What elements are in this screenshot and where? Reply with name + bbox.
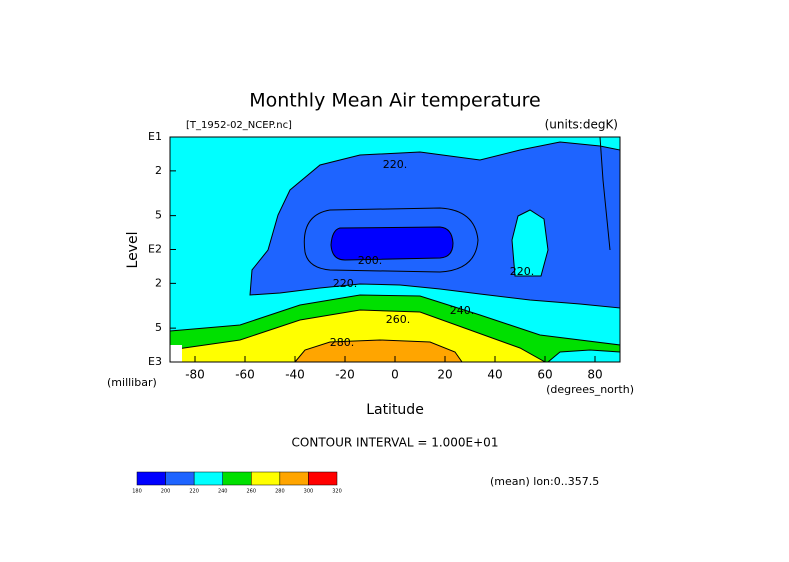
- y-tick-label: E2: [148, 243, 162, 256]
- y-tick-label: 5: [155, 321, 162, 334]
- units-label: (units:degK): [545, 118, 618, 132]
- y-axis-title: Level: [125, 232, 141, 269]
- colorbar-label: 300: [304, 489, 314, 495]
- footnote: (mean) lon:0..357.5: [490, 475, 599, 488]
- x-tick-label: 80: [587, 368, 602, 382]
- colorbar-swatch: [165, 471, 195, 486]
- contour-label: 280.: [330, 336, 355, 349]
- x-tick-label: -80: [185, 368, 205, 382]
- missing-region: [170, 345, 182, 362]
- x-units: (degrees_north): [546, 383, 634, 396]
- colorbar-label: 320: [332, 489, 342, 495]
- y-units: (millibar): [107, 376, 157, 389]
- contour-label: 200.: [358, 254, 383, 267]
- contour-label: 240.: [450, 304, 475, 317]
- colorbar-label: 200: [161, 489, 171, 495]
- x-tick-label: 20: [437, 368, 452, 382]
- colorbar-label: 260: [247, 489, 257, 495]
- contour-label: 220.: [383, 158, 408, 171]
- colorbar-swatch: [279, 471, 309, 486]
- x-tick-label: -60: [235, 368, 255, 382]
- x-tick-label: 40: [487, 368, 502, 382]
- contour-line: [303, 207, 479, 273]
- dataset-label: [T_1952-02_NCEP.nc]: [186, 120, 292, 131]
- contour-plot: [169, 136, 621, 363]
- contour-band: [330, 226, 454, 261]
- colorbar-swatch: [308, 471, 338, 486]
- y-tick-label: 5: [155, 209, 162, 222]
- x-axis-title: Latitude: [366, 402, 424, 418]
- colorbar-swatch: [193, 471, 223, 486]
- x-tick-label: -40: [285, 368, 305, 382]
- contour-band: [293, 339, 463, 363]
- colorbar-label: 220: [189, 489, 199, 495]
- contour-line: [599, 136, 611, 251]
- chart-title: Monthly Mean Air temperature: [249, 90, 540, 112]
- colorbar-label: 240: [218, 489, 228, 495]
- contour-interval: CONTOUR INTERVAL = 1.000E+01: [292, 436, 499, 450]
- contour-label: 220.: [510, 265, 535, 278]
- y-tick-label: 2: [155, 276, 162, 289]
- x-tick-label: 60: [537, 368, 552, 382]
- y-tick-label: 2: [155, 164, 162, 177]
- colorbar-label: 180: [132, 489, 142, 495]
- y-tick-label: E1: [148, 130, 162, 143]
- x-tick-label: -20: [335, 368, 355, 382]
- colorbar-label: 280: [275, 489, 285, 495]
- x-tick-label: 0: [391, 368, 399, 382]
- contour-band: [511, 209, 549, 277]
- contour-label: 260.: [386, 313, 411, 326]
- colorbar-swatch: [136, 471, 166, 486]
- y-tick-label: E3: [148, 355, 162, 368]
- colorbar-swatch: [222, 471, 252, 486]
- colorbar-swatch: [251, 471, 281, 486]
- contour-label: 220.: [333, 277, 358, 290]
